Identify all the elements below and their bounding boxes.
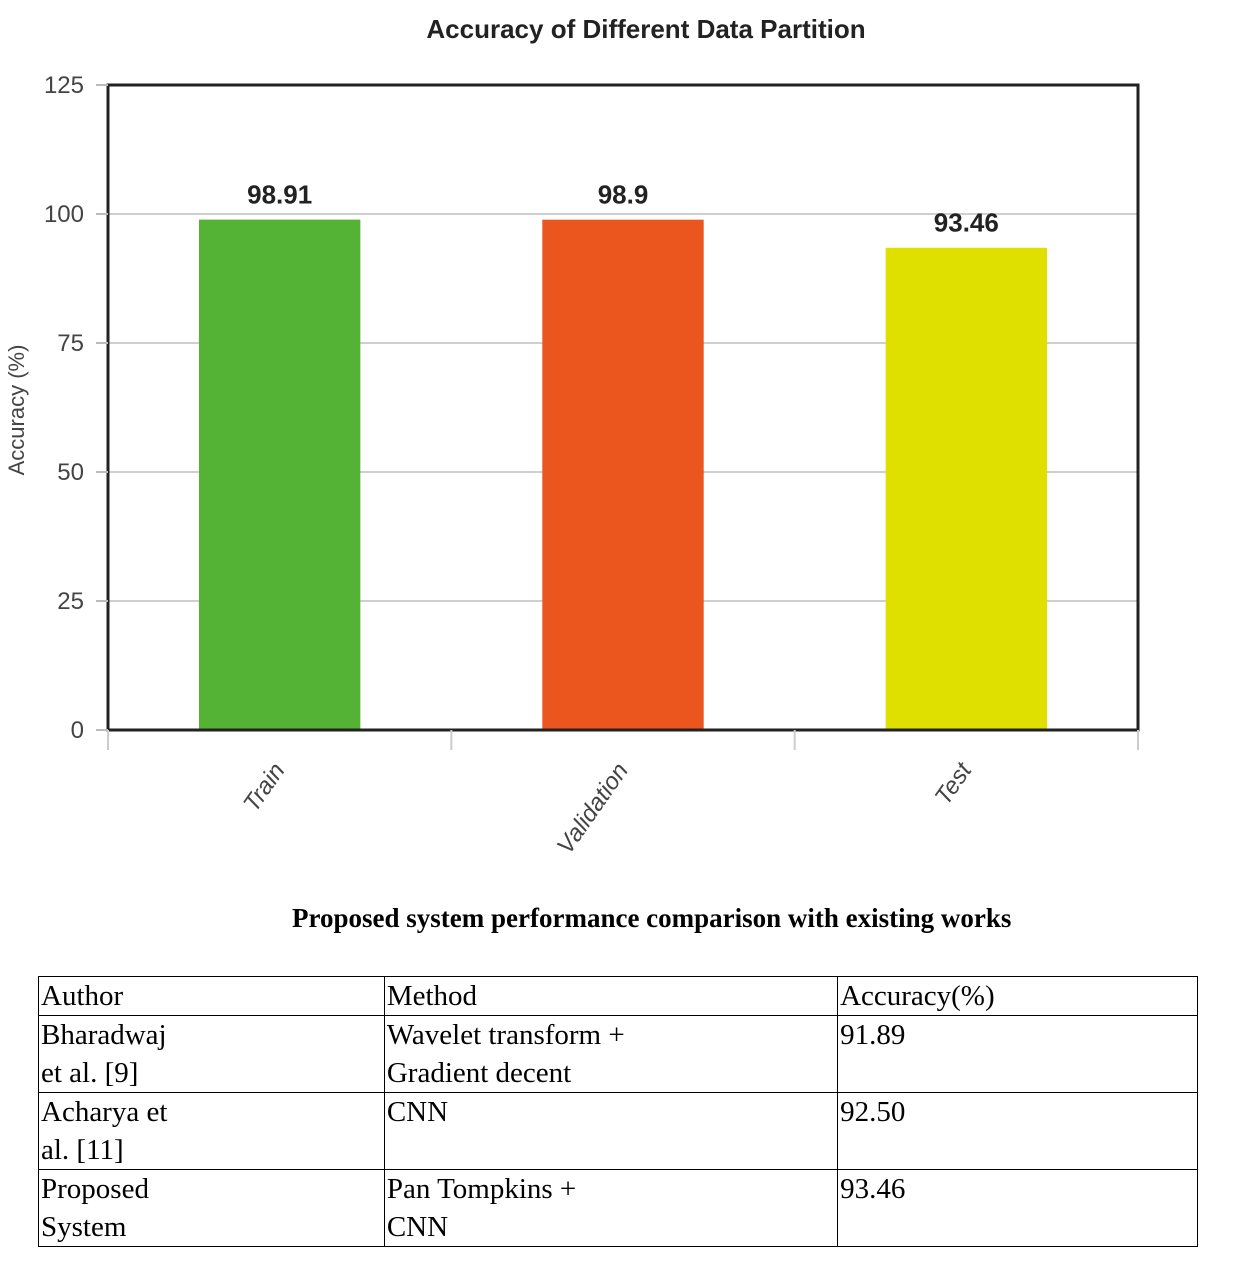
y-axis-label: Accuracy (%) — [4, 345, 29, 476]
comparison-table: Author Method Accuracy(%) Bharadwaj et a… — [38, 976, 1198, 1247]
cell-line: Proposed — [41, 1173, 149, 1205]
cell-line: Acharya et — [41, 1096, 168, 1128]
y-tick-label: 125 — [44, 72, 84, 99]
y-tick-label: 0 — [71, 717, 84, 744]
table-row: Bharadwaj et al. [9] Wavelet transform +… — [38, 1015, 1198, 1093]
y-tick-label: 75 — [57, 330, 84, 357]
x-tick-label: Test — [930, 757, 978, 810]
cell-method: CNN — [383, 1092, 839, 1170]
cell-author: Bharadwaj et al. [9] — [38, 1015, 385, 1093]
y-tick-label: 25 — [57, 588, 84, 615]
cell-accuracy: 93.46 — [837, 1169, 1198, 1247]
bar-validation — [542, 219, 704, 730]
bar-train — [198, 219, 361, 731]
cell-line: Pan Tompkins + — [386, 1173, 577, 1205]
y-tick-label: 100 — [44, 201, 84, 228]
bar-chart: Accuracy of Different Data Partition Acc… — [4, 14, 1140, 859]
cell-line — [387, 1131, 835, 1169]
table-caption: Proposed system performance comparison w… — [292, 903, 1012, 933]
x-tick-label: Train — [238, 758, 290, 817]
cell-line: Wavelet transform + — [386, 1019, 625, 1051]
plot-frame — [106, 83, 1140, 732]
bar-value-label: 98.9 — [598, 180, 649, 210]
cell-line: CNN — [386, 1211, 449, 1243]
cell-method: Wavelet transform + Gradient decent — [383, 1015, 839, 1093]
y-tick-label: 50 — [57, 459, 84, 486]
cell-author: Proposed System — [38, 1169, 385, 1247]
cell-line: Bharadwaj — [41, 1019, 167, 1051]
table-row: Acharya et al. [11] CNN 92.50 — [38, 1092, 1198, 1170]
cell-accuracy: 92.50 — [837, 1092, 1198, 1170]
chart-title: Accuracy of Different Data Partition — [426, 14, 865, 44]
cell-accuracy: 91.89 — [837, 1015, 1198, 1093]
header-method: Method — [383, 976, 839, 1016]
cell-line: al. [11] — [41, 1134, 124, 1166]
table-header-row: Author Method Accuracy(%) — [38, 976, 1198, 1016]
header-accuracy: Accuracy(%) — [837, 976, 1198, 1016]
table-row: Proposed System Pan Tompkins + CNN 93.46 — [38, 1169, 1198, 1247]
bar-value-label: 93.46 — [934, 208, 999, 238]
cell-author: Acharya et al. [11] — [38, 1092, 385, 1170]
cell-method: Pan Tompkins + CNN — [383, 1169, 839, 1247]
bar-value-label: 98.91 — [247, 180, 312, 210]
header-author: Author — [38, 976, 385, 1016]
bars: 98.91 98.9 93.46 — [198, 180, 1048, 731]
cell-line: et al. [9] — [41, 1057, 139, 1089]
x-tick-label: Validation — [552, 758, 634, 859]
cell-line: System — [41, 1211, 127, 1243]
cell-line: Gradient decent — [386, 1057, 572, 1089]
cell-line: CNN — [386, 1096, 449, 1128]
bar-test — [885, 247, 1048, 730]
